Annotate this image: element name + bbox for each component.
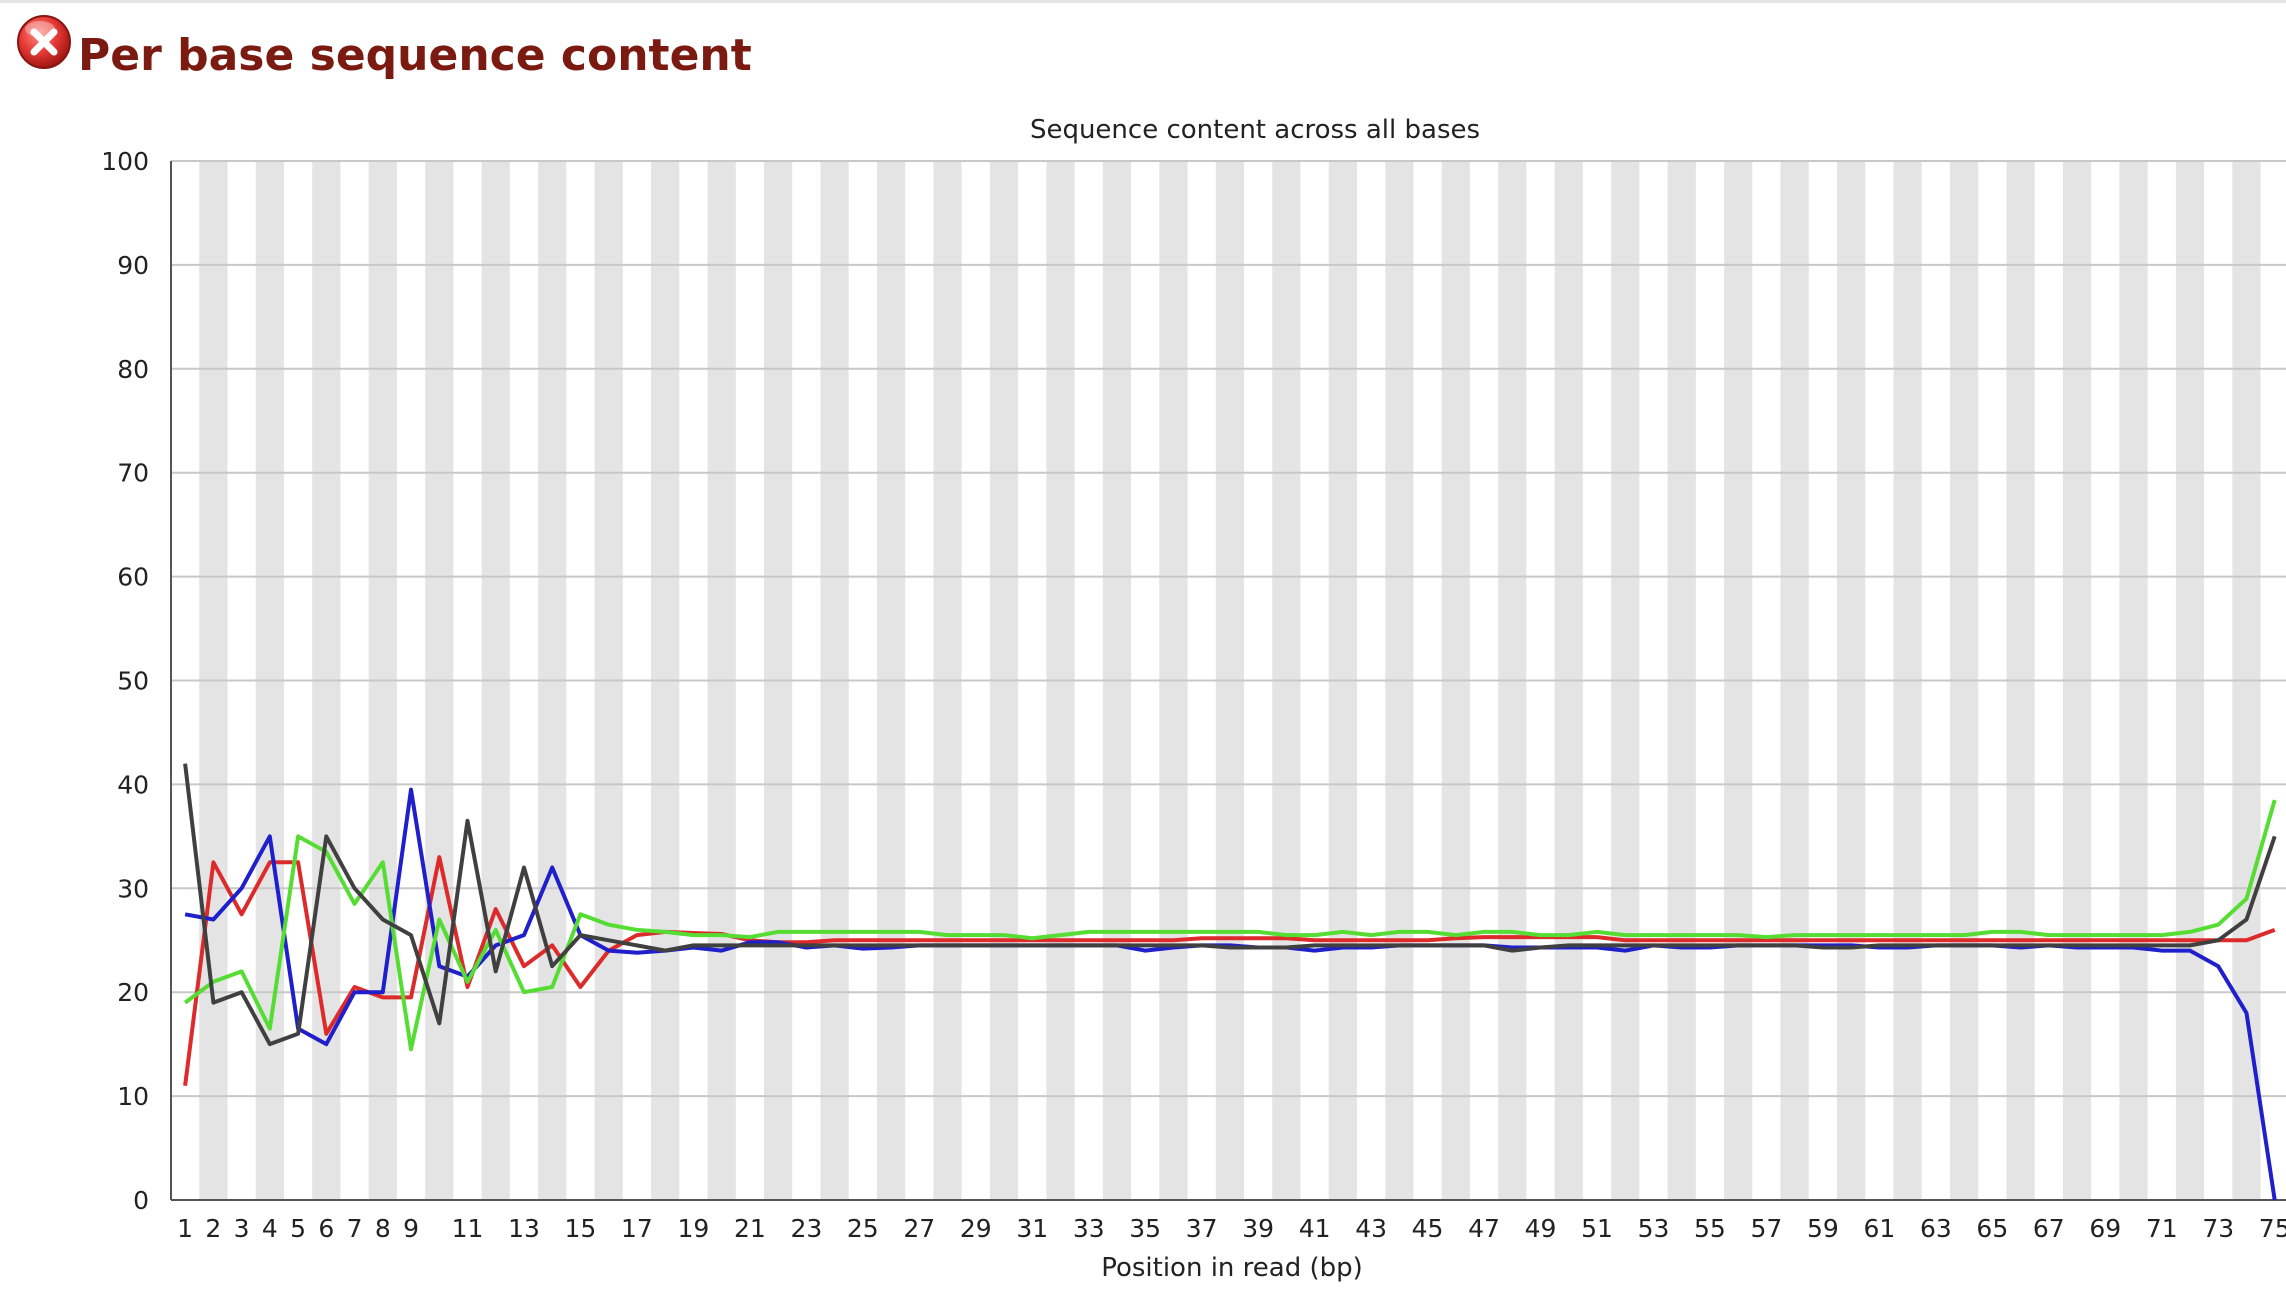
y-tick-label: 20 <box>117 978 149 1007</box>
y-tick-label: 30 <box>117 874 149 903</box>
y-tick-labels: 0 10 20 30 40 50 60 70 80 90 100 <box>101 147 149 1215</box>
y-tick-label: 80 <box>117 355 149 384</box>
series-line-4 <box>183 763 2277 1047</box>
module-header: Per base sequence content <box>14 6 752 86</box>
x-tick-label: 19 <box>677 1214 709 1243</box>
x-tick-label: 43 <box>1355 1214 1387 1243</box>
series-lines <box>183 763 2277 1201</box>
x-tick-label: 57 <box>1751 1214 1783 1243</box>
x-tick-label: 23 <box>790 1214 822 1243</box>
x-tick-label: 65 <box>1976 1214 2008 1243</box>
x-tick-label: 35 <box>1129 1214 1161 1243</box>
x-tick-label: 31 <box>1016 1214 1048 1243</box>
y-tick-label: 90 <box>117 251 149 280</box>
y-tick-label: 70 <box>117 459 149 488</box>
series-line-3 <box>183 799 2277 1052</box>
x-tick-label: 15 <box>565 1214 597 1243</box>
x-tick-label: 8 <box>375 1214 391 1243</box>
x-tick-label: 7 <box>347 1214 363 1243</box>
x-tick-label: 63 <box>1920 1214 1952 1243</box>
x-tick-label: 29 <box>960 1214 992 1243</box>
x-tick-label: 27 <box>903 1214 935 1243</box>
x-tick-label: 39 <box>1242 1214 1274 1243</box>
x-tick-label: 37 <box>1186 1214 1218 1243</box>
x-tick-label: 55 <box>1694 1214 1726 1243</box>
x-tick-label: 47 <box>1468 1214 1500 1243</box>
series-line-1 <box>183 855 2276 1086</box>
x-tick-label: 71 <box>2146 1214 2178 1243</box>
y-tick-label: 60 <box>117 563 149 592</box>
x-tick-label: 5 <box>290 1214 306 1243</box>
x-tick-label: 25 <box>847 1214 879 1243</box>
x-axis-label: Position in read (bp) <box>1101 1253 1363 1283</box>
x-tick-label: 2 <box>205 1214 221 1243</box>
x-tick-label: 41 <box>1299 1214 1331 1243</box>
x-tick-label: 61 <box>1863 1214 1895 1243</box>
x-tick-label: 13 <box>508 1214 540 1243</box>
x-tick-label: 33 <box>1073 1214 1105 1243</box>
axes <box>170 161 2286 1201</box>
x-tick-label: 6 <box>318 1214 334 1243</box>
top-divider <box>0 0 2286 3</box>
y-tick-label: 0 <box>133 1186 149 1215</box>
x-tick-label: 51 <box>1581 1214 1613 1243</box>
x-tick-label: 1 <box>177 1214 193 1243</box>
x-tick-label: 21 <box>734 1214 766 1243</box>
chart-title: Sequence content across all bases <box>1030 115 1480 145</box>
y-tick-label: 10 <box>117 1082 149 1111</box>
x-tick-label: 11 <box>452 1214 484 1243</box>
sequence-content-chart: Sequence content across all bases Positi… <box>101 115 2286 1283</box>
x-tick-label: 59 <box>1807 1214 1839 1243</box>
y-tick-label: 50 <box>117 667 149 696</box>
fail-icon <box>17 15 71 69</box>
x-tick-label: 67 <box>2033 1214 2065 1243</box>
x-tick-label: 45 <box>1412 1214 1444 1243</box>
module-title: Per base sequence content <box>78 29 752 81</box>
x-tick-label: 73 <box>2202 1214 2234 1243</box>
x-tick-label: 9 <box>403 1214 419 1243</box>
x-tick-label: 53 <box>1638 1214 1670 1243</box>
x-tick-label: 49 <box>1525 1214 1557 1243</box>
x-tick-labels: 1 2 3 4 5 6 7 8 9 11 13 15 17 19 21 23 25 27 29 31 33 35 37 39 4… <box>177 1214 2286 1243</box>
x-tick-label: 4 <box>262 1214 278 1243</box>
x-tick-label: 75 <box>2259 1214 2286 1243</box>
x-tick-label: 69 <box>2089 1214 2121 1243</box>
y-tick-label: 40 <box>117 770 149 799</box>
x-tick-label: 17 <box>621 1214 653 1243</box>
x-tick-label: 3 <box>234 1214 250 1243</box>
y-tick-label: 100 <box>101 147 149 176</box>
